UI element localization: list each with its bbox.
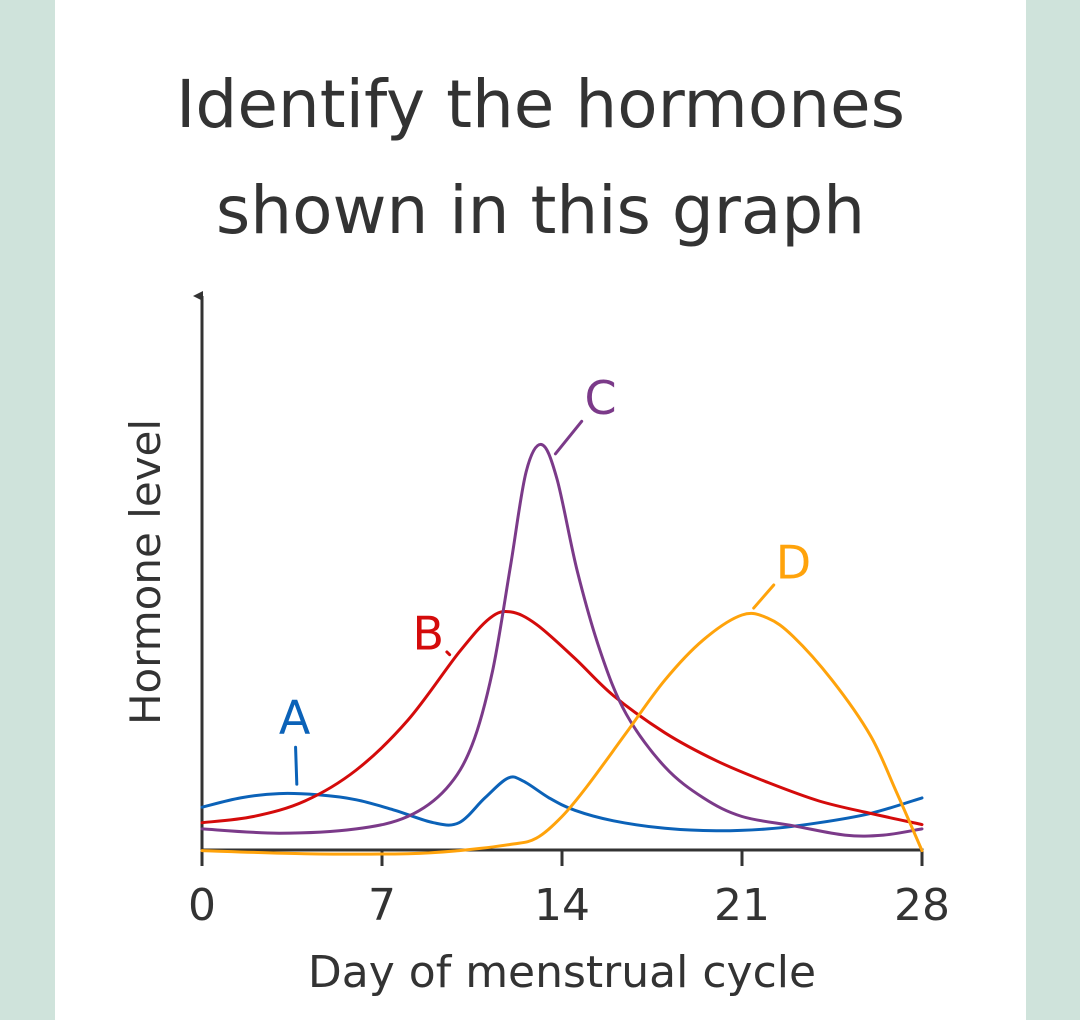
x-tick-label: 21 <box>714 880 770 931</box>
series-a-label: A <box>279 690 311 744</box>
series-d-leader <box>752 583 776 610</box>
chart-title: Identify the hormones shown in this grap… <box>55 52 1026 264</box>
series-a-line <box>200 775 924 833</box>
series-d-line <box>200 611 924 856</box>
x-tick-label: 0 <box>188 880 216 931</box>
series-b-label: B <box>413 607 445 661</box>
series-c-line <box>200 442 924 838</box>
series-b-leader <box>445 650 452 657</box>
series-d-label: D <box>776 535 811 589</box>
chart-title-line-2: shown in this graph <box>215 172 866 249</box>
series-b-line <box>200 610 924 827</box>
x-tick-label: 7 <box>368 880 396 931</box>
series-a-leader <box>294 745 299 786</box>
x-tick-label: 14 <box>534 880 590 931</box>
x-axis-label: Day of menstrual cycle <box>308 947 816 998</box>
series-c-leader <box>553 419 584 456</box>
x-tick-label: 28 <box>894 880 950 931</box>
series-c-label: C <box>585 371 617 425</box>
y-axis-label: Hormone level <box>121 419 170 725</box>
chart-title-line-1: Identify the hormones <box>175 66 906 143</box>
